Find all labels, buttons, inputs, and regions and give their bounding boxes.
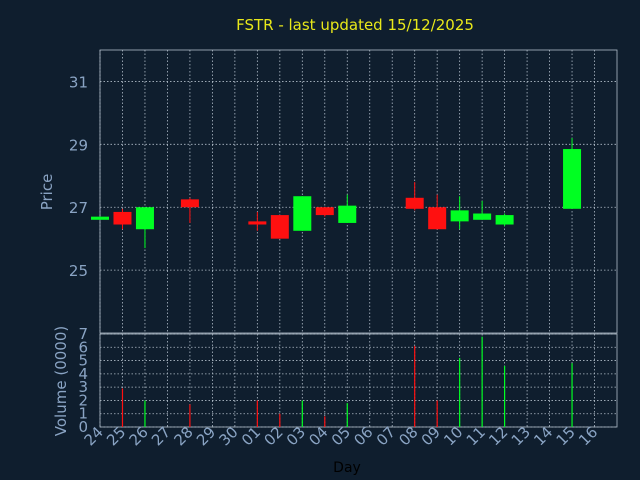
- volume-tick-label: 7: [78, 325, 88, 343]
- candle-body: [405, 197, 424, 209]
- price-tick-label: 29: [69, 136, 88, 154]
- volume-bars: [121, 336, 573, 427]
- candle-body: [248, 221, 267, 225]
- candle-body: [113, 211, 132, 225]
- chart-title: FSTR - last updated 15/12/2025: [236, 16, 474, 34]
- x-axis-label: Day: [333, 460, 361, 476]
- candle-body: [495, 215, 514, 225]
- price-tick-label: 25: [69, 262, 88, 280]
- volume-tick-label: 0: [78, 418, 88, 436]
- volume-tick-label: 4: [78, 365, 88, 383]
- x-tick-labels: 2425262728293001020304050607080910111213…: [81, 423, 602, 449]
- volume-tick-label: 2: [78, 391, 88, 409]
- price-tick-label: 31: [69, 73, 88, 91]
- volume-tick-label: 1: [78, 405, 88, 423]
- volume-axis-label: Volume (0000): [52, 326, 70, 436]
- candles: [91, 138, 582, 249]
- price-panel-frame: [99, 49, 618, 334]
- candle-body: [91, 216, 109, 220]
- price-axis-label: Price: [38, 174, 56, 211]
- candle-body: [293, 196, 312, 231]
- volume-tick-label: 6: [78, 338, 88, 356]
- volume-panel-frame: [99, 333, 618, 428]
- candle-body: [338, 205, 357, 223]
- candle-body: [315, 207, 334, 216]
- grid: [99, 50, 617, 428]
- candle-body: [270, 215, 289, 239]
- volume-tick-label: 5: [78, 352, 88, 370]
- price-tick-label: 27: [69, 199, 88, 217]
- candle-body: [180, 199, 199, 208]
- candle-body: [450, 210, 469, 222]
- candle-body: [563, 149, 582, 209]
- candle-body: [473, 213, 492, 220]
- volume-tick-label: 3: [78, 378, 88, 396]
- candle-body: [135, 207, 154, 230]
- candle-body: [428, 207, 447, 230]
- panel-frames: [99, 49, 618, 428]
